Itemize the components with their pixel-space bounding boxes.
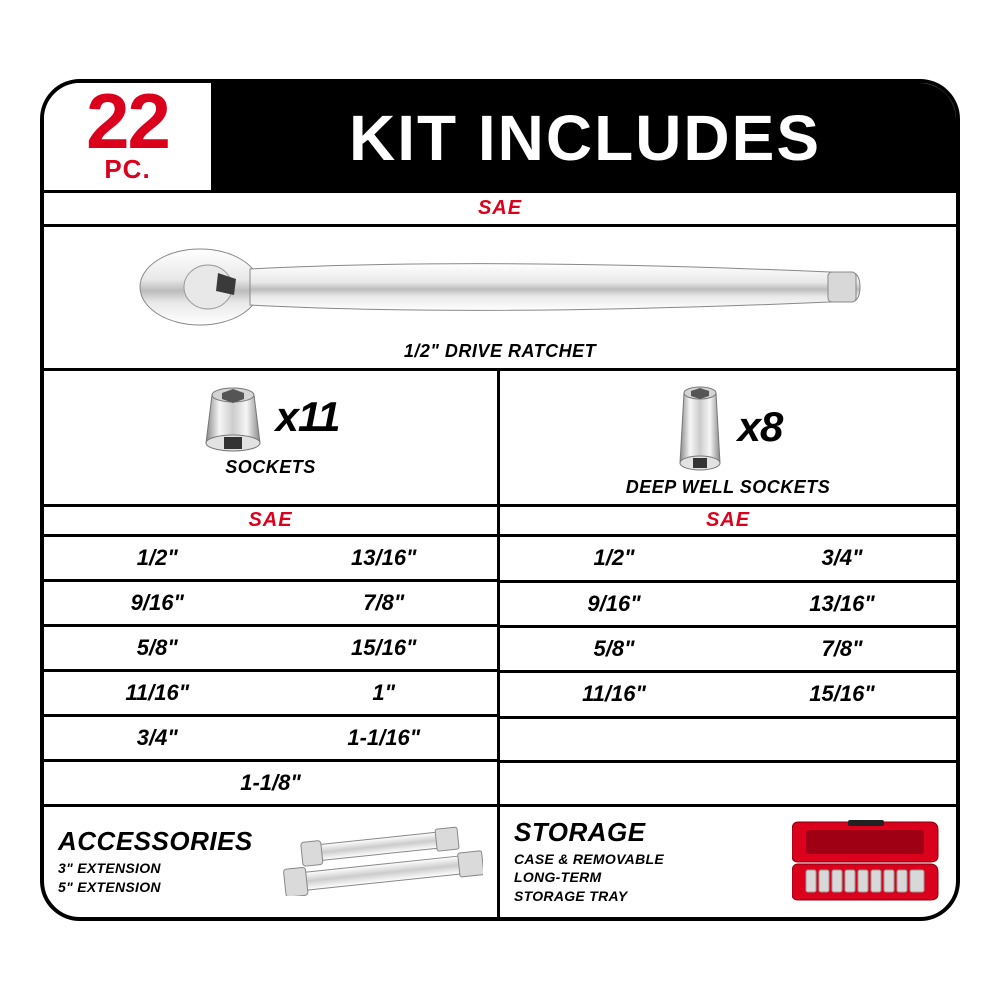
bottom-row: ACCESSORIES 3" EXTENSION 5" EXTENSION: [44, 807, 956, 917]
header-title: KIT INCLUDES: [214, 83, 956, 193]
deep-sockets-standard: SAE: [500, 507, 956, 534]
storage-line-1: CASE & REMOVABLE: [514, 850, 782, 868]
ratchet-cell: 1/2" DRIVE RATCHET: [44, 227, 956, 371]
piece-count-box: 22 PC.: [44, 83, 214, 193]
storage-cell: STORAGE CASE & REMOVABLE LONG-TERM STORA…: [500, 807, 956, 917]
size-cell: 13/16": [271, 537, 498, 582]
piece-count-label: PC.: [104, 154, 150, 185]
piece-count-number: 22: [86, 88, 169, 154]
size-cell: 1/2": [500, 537, 728, 582]
standard-label-top: SAE: [44, 193, 956, 227]
header-row: 22 PC. KIT INCLUDES: [44, 83, 956, 193]
size-cell: 9/16": [500, 583, 728, 628]
accessories-line-1: 3" EXTENSION: [58, 859, 273, 877]
size-cell: 11/16": [500, 673, 728, 718]
deep-socket-icon: [674, 381, 726, 473]
size-cell: 13/16": [728, 583, 956, 628]
sizes-grid: 1/2" 13/16" 9/16" 7/8" 5/8" 15/16" 11/16…: [44, 537, 956, 807]
sockets-sizes-col: 1/2" 13/16" 9/16" 7/8" 5/8" 15/16" 11/16…: [44, 537, 500, 807]
size-cell: 7/8": [728, 628, 956, 673]
accessories-line-2: 5" EXTENSION: [58, 878, 273, 896]
size-cell: 1/2": [44, 537, 271, 582]
size-cell: 11/16": [44, 672, 271, 717]
size-cell: 15/16": [728, 673, 956, 718]
accessories-cell: ACCESSORIES 3" EXTENSION 5" EXTENSION: [44, 807, 500, 917]
sockets-qty: x11: [276, 393, 340, 441]
storage-line-2: LONG-TERM: [514, 868, 782, 886]
size-cell: 5/8": [500, 628, 728, 673]
empty-row: [500, 763, 956, 807]
accessories-title: ACCESSORIES: [58, 826, 273, 857]
ratchet-label: 1/2" DRIVE RATCHET: [44, 341, 956, 362]
socket-icon: [202, 381, 264, 453]
storage-line-3: STORAGE TRAY: [514, 887, 782, 905]
empty-row: [500, 719, 956, 763]
size-cell: 15/16": [271, 627, 498, 672]
ratchet-icon: [130, 237, 870, 337]
kit-card: 22 PC. KIT INCLUDES SAE 1/2" DRIVE RATC: [40, 79, 960, 921]
size-cell: 1-1/16": [271, 717, 498, 762]
deep-sockets-label: DEEP WELL SOCKETS: [500, 477, 956, 498]
size-cell-extra: 1-1/8": [44, 762, 497, 807]
size-cell: 7/8": [271, 582, 498, 627]
deep-sockets-sizes-col: 1/2" 3/4" 9/16" 13/16" 5/8" 7/8" 11/16" …: [500, 537, 956, 807]
sockets-standard: SAE: [44, 507, 500, 534]
size-cell: 5/8": [44, 627, 271, 672]
deep-sockets-qty: x8: [738, 403, 783, 451]
size-cell: 1": [271, 672, 498, 717]
storage-case-icon: [792, 820, 942, 902]
sockets-cell: x11 SOCKETS: [44, 371, 500, 507]
size-cell: 3/4": [44, 717, 271, 762]
extensions-icon: [283, 826, 483, 896]
standard-labels-row: SAE SAE: [44, 507, 956, 537]
storage-title: STORAGE: [514, 817, 782, 848]
sockets-label: SOCKETS: [44, 457, 497, 478]
deep-sockets-cell: x8 DEEP WELL SOCKETS: [500, 371, 956, 507]
size-cell: 9/16": [44, 582, 271, 627]
socket-type-row: x11 SOCKETS: [44, 371, 956, 507]
size-cell: 3/4": [728, 537, 956, 582]
